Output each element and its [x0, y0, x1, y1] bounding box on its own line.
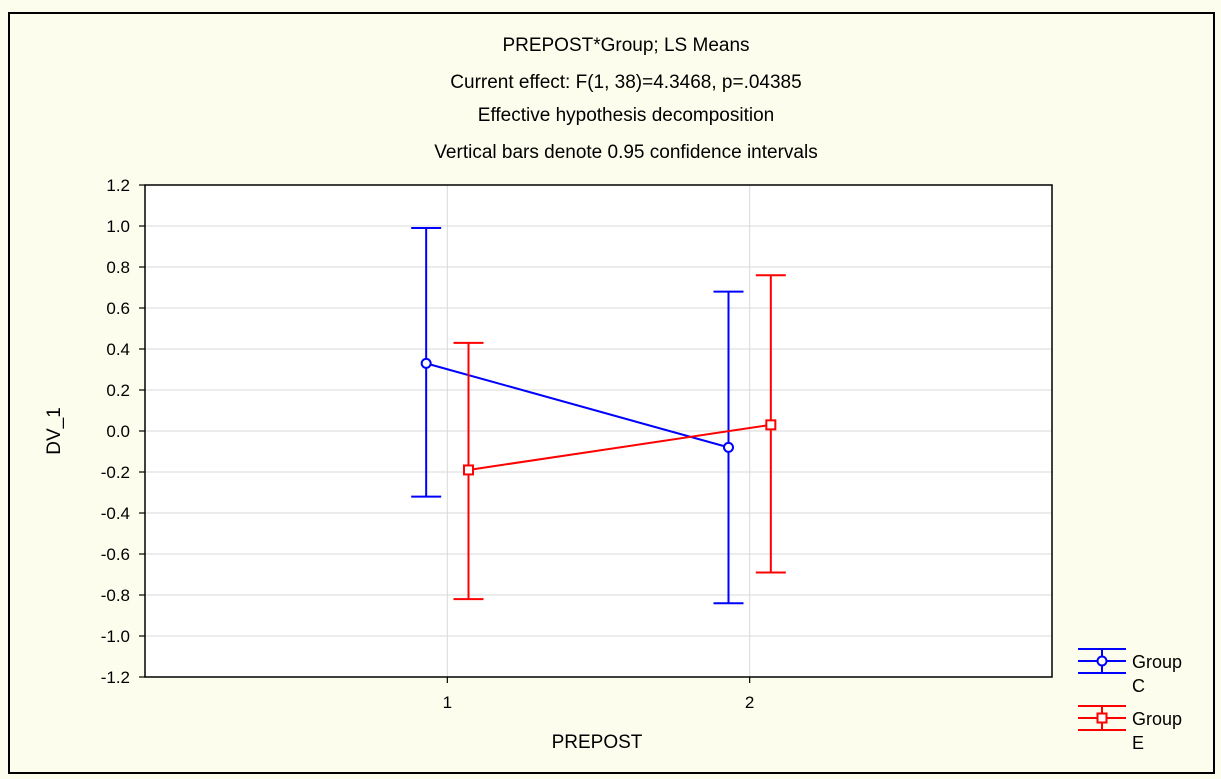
series-group-e	[453, 274, 786, 601]
y-tick-label: -0.2	[101, 463, 130, 482]
y-tick-label: 0.4	[106, 340, 130, 359]
y-tick-label: -1.0	[101, 627, 130, 646]
series-line	[425, 362, 729, 449]
legend-marker-circle	[1096, 655, 1108, 667]
y-tick-label: -0.8	[101, 586, 130, 605]
x-axis-label: PREPOST	[552, 732, 643, 753]
series-layer	[411, 227, 786, 605]
series-group-c	[411, 227, 744, 605]
y-tick-label: 0.2	[106, 381, 130, 400]
y-tick-label: 0.8	[106, 258, 130, 277]
y-tick-label: 1.0	[106, 217, 130, 236]
legend: Group C Group E	[1078, 648, 1182, 753]
legend-marker-square	[1096, 712, 1108, 724]
data-point-circle	[420, 357, 432, 369]
y-tick-label: 0.0	[106, 422, 130, 441]
x-tick-label: 2	[745, 693, 754, 712]
x-tick-label: 1	[443, 693, 452, 712]
data-point-square	[765, 419, 777, 431]
title-line-4: Vertical bars denote 0.95 confidence int…	[434, 142, 817, 163]
y-tick-label: 1.2	[106, 176, 130, 195]
legend-label: Group	[1132, 709, 1182, 729]
legend-item-group-e: Group E	[1078, 705, 1182, 753]
legend-item-group-c: Group C	[1078, 648, 1182, 696]
legend-label: C	[1132, 676, 1145, 696]
title-line-2: Current effect: F(1, 38)=4.3468, p=.0438…	[450, 72, 801, 93]
y-tick-label: -0.6	[101, 545, 130, 564]
y-tick-label: -0.4	[101, 504, 130, 523]
legend-label: E	[1132, 733, 1144, 753]
grid	[145, 185, 1052, 677]
chart-title: PREPOST*Group; LS Means Current effect: …	[434, 35, 817, 163]
y-axis-label: DV_1	[44, 407, 65, 455]
title-line-3: Effective hypothesis decomposition	[478, 105, 774, 126]
figure-border	[8, 12, 1215, 774]
data-point-square	[462, 464, 474, 476]
y-axis-ticks: 1.2 1.0 0.8 0.6 0.4 0.2 0.0 -0.2 -0.4 -0.6 -0.8 -1.…	[101, 176, 145, 687]
data-point-circle	[723, 441, 735, 453]
title-line-1: PREPOST*Group; LS Means	[502, 35, 749, 56]
y-tick-label: 0.6	[106, 299, 130, 318]
y-tick-label: -1.2	[101, 668, 130, 687]
legend-label: Group	[1132, 652, 1182, 672]
series-line	[468, 423, 771, 471]
